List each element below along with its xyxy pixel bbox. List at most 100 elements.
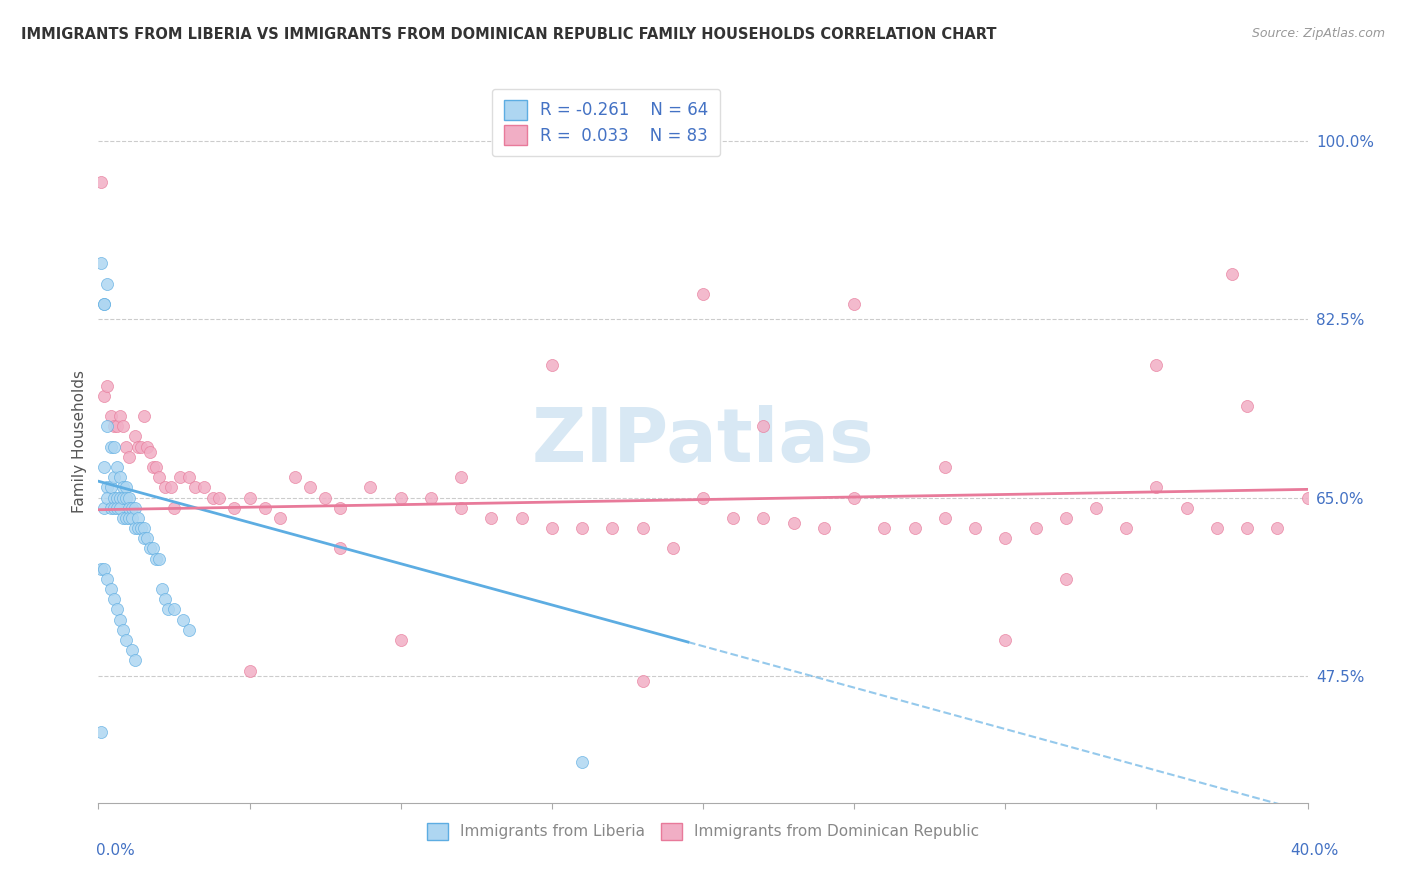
Point xyxy=(127,521,149,535)
Point xyxy=(111,480,134,494)
Point xyxy=(193,480,215,494)
Point xyxy=(105,491,128,505)
Point xyxy=(208,491,231,505)
Point xyxy=(1175,500,1198,515)
Point xyxy=(135,440,157,454)
Point xyxy=(1054,572,1077,586)
Point xyxy=(1267,521,1289,535)
Point xyxy=(540,521,562,535)
Point xyxy=(450,470,472,484)
Point xyxy=(692,287,714,301)
Point xyxy=(571,521,593,535)
Text: 0.0%: 0.0% xyxy=(96,843,135,858)
Point xyxy=(114,491,136,505)
Point xyxy=(135,531,157,545)
Point xyxy=(90,562,112,576)
Point xyxy=(114,480,136,494)
Point xyxy=(96,277,118,291)
Point xyxy=(132,521,155,535)
Point xyxy=(1236,399,1258,413)
Point xyxy=(105,419,128,434)
Point xyxy=(96,480,118,494)
Point xyxy=(139,444,162,458)
Point xyxy=(329,500,352,515)
Point xyxy=(114,632,136,647)
Point xyxy=(121,643,143,657)
Point xyxy=(844,491,866,505)
Point xyxy=(299,480,322,494)
Point xyxy=(111,491,134,505)
Point xyxy=(148,470,170,484)
Point xyxy=(100,440,122,454)
Y-axis label: Family Households: Family Households xyxy=(72,370,87,513)
Text: ZIPatlas: ZIPatlas xyxy=(531,405,875,478)
Point xyxy=(127,440,149,454)
Point xyxy=(329,541,352,556)
Text: IMMIGRANTS FROM LIBERIA VS IMMIGRANTS FROM DOMINICAN REPUBLIC FAMILY HOUSEHOLDS : IMMIGRANTS FROM LIBERIA VS IMMIGRANTS FR… xyxy=(21,27,997,42)
Point xyxy=(510,511,533,525)
Point xyxy=(1144,358,1167,372)
Point xyxy=(139,541,162,556)
Point xyxy=(269,511,291,525)
Point xyxy=(631,673,654,688)
Point xyxy=(904,521,927,535)
Point xyxy=(224,500,246,515)
Point xyxy=(108,613,131,627)
Point xyxy=(148,551,170,566)
Point xyxy=(253,500,276,515)
Point xyxy=(481,511,503,525)
Point xyxy=(389,491,412,505)
Point xyxy=(752,511,775,525)
Point xyxy=(284,470,307,484)
Point xyxy=(103,470,125,484)
Point xyxy=(540,358,562,372)
Point xyxy=(103,491,125,505)
Point xyxy=(93,297,115,311)
Point xyxy=(202,491,225,505)
Point xyxy=(108,409,131,423)
Point xyxy=(145,460,167,475)
Point xyxy=(142,460,165,475)
Point xyxy=(114,511,136,525)
Text: Source: ZipAtlas.com: Source: ZipAtlas.com xyxy=(1251,27,1385,40)
Point xyxy=(103,500,125,515)
Point xyxy=(124,653,146,667)
Point xyxy=(132,531,155,545)
Point xyxy=(994,531,1017,545)
Point xyxy=(1296,491,1319,505)
Point xyxy=(111,623,134,637)
Point xyxy=(108,500,131,515)
Text: 40.0%: 40.0% xyxy=(1291,843,1339,858)
Point xyxy=(93,297,115,311)
Point xyxy=(114,440,136,454)
Point xyxy=(239,664,262,678)
Point xyxy=(90,724,112,739)
Point xyxy=(1024,521,1046,535)
Point xyxy=(163,500,186,515)
Point xyxy=(127,511,149,525)
Point xyxy=(153,480,176,494)
Point xyxy=(420,491,443,505)
Point xyxy=(179,623,201,637)
Point xyxy=(118,491,141,505)
Legend: Immigrants from Liberia, Immigrants from Dominican Republic: Immigrants from Liberia, Immigrants from… xyxy=(418,814,988,849)
Point xyxy=(1115,521,1137,535)
Point xyxy=(153,592,176,607)
Point xyxy=(105,500,128,515)
Point xyxy=(90,256,112,270)
Point xyxy=(118,500,141,515)
Point xyxy=(239,491,262,505)
Point xyxy=(1054,511,1077,525)
Point xyxy=(96,491,118,505)
Point xyxy=(160,480,183,494)
Point xyxy=(124,500,146,515)
Point xyxy=(172,613,194,627)
Point xyxy=(129,521,152,535)
Point xyxy=(163,602,186,616)
Point xyxy=(118,511,141,525)
Point xyxy=(124,429,146,443)
Point xyxy=(813,521,835,535)
Point xyxy=(103,419,125,434)
Point xyxy=(179,470,201,484)
Point xyxy=(100,409,122,423)
